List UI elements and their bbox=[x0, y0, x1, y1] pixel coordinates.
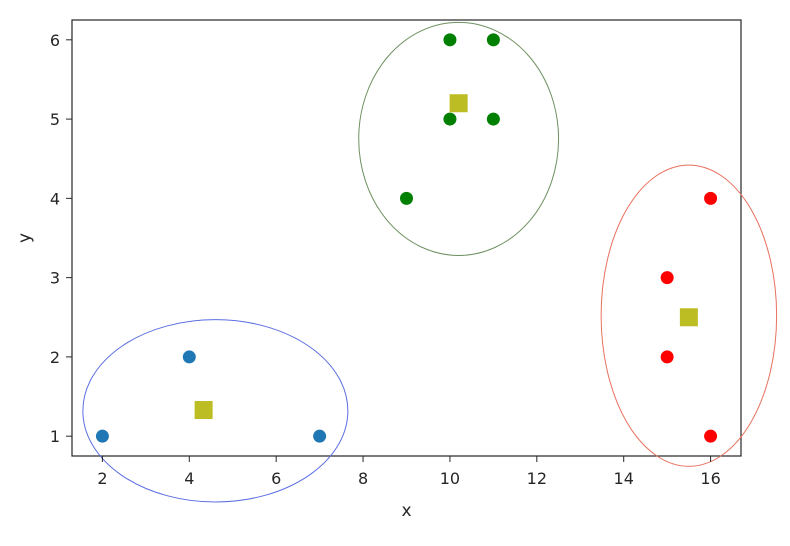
cluster-ellipse bbox=[600, 164, 778, 467]
data-point bbox=[704, 429, 718, 443]
centroid-marker bbox=[449, 94, 468, 113]
x-tick-label: 14 bbox=[614, 469, 634, 488]
cluster-ellipses bbox=[82, 21, 778, 503]
data-point bbox=[704, 191, 718, 205]
data-points bbox=[95, 33, 718, 443]
data-point bbox=[660, 271, 674, 285]
x-axis-label: x bbox=[401, 501, 411, 521]
data-point bbox=[443, 33, 457, 47]
x-tick-label: 12 bbox=[527, 469, 547, 488]
y-tick-label: 5 bbox=[50, 110, 60, 129]
x-tick-label: 4 bbox=[184, 469, 194, 488]
y-axis-ticks: 1 2 3 4 5 6 bbox=[50, 31, 72, 446]
data-point bbox=[660, 350, 674, 364]
data-point bbox=[400, 191, 413, 205]
y-axis-label: y bbox=[15, 233, 35, 243]
data-point bbox=[313, 429, 327, 443]
x-axis-ticks: 2 4 6 8 10 12 14 16 bbox=[97, 456, 721, 488]
data-point bbox=[486, 112, 500, 126]
y-tick-label: 3 bbox=[50, 269, 60, 288]
data-point bbox=[443, 112, 457, 126]
x-tick-label: 8 bbox=[358, 469, 368, 488]
cluster-ellipse bbox=[358, 21, 560, 256]
centroid-marker bbox=[679, 308, 698, 327]
y-tick-label: 2 bbox=[50, 348, 60, 367]
x-tick-label: 2 bbox=[97, 469, 107, 488]
x-tick-label: 10 bbox=[440, 469, 460, 488]
x-tick-label: 16 bbox=[700, 469, 720, 488]
data-point bbox=[486, 33, 500, 47]
y-tick-label: 4 bbox=[50, 189, 60, 208]
y-tick-label: 6 bbox=[50, 31, 60, 50]
data-point bbox=[95, 429, 109, 443]
centroid-marker bbox=[194, 401, 213, 420]
x-tick-label: 6 bbox=[271, 469, 281, 488]
y-tick-label: 1 bbox=[50, 427, 60, 446]
data-point bbox=[182, 350, 196, 364]
cluster-ellipse bbox=[82, 319, 349, 503]
plot-area bbox=[71, 19, 742, 457]
